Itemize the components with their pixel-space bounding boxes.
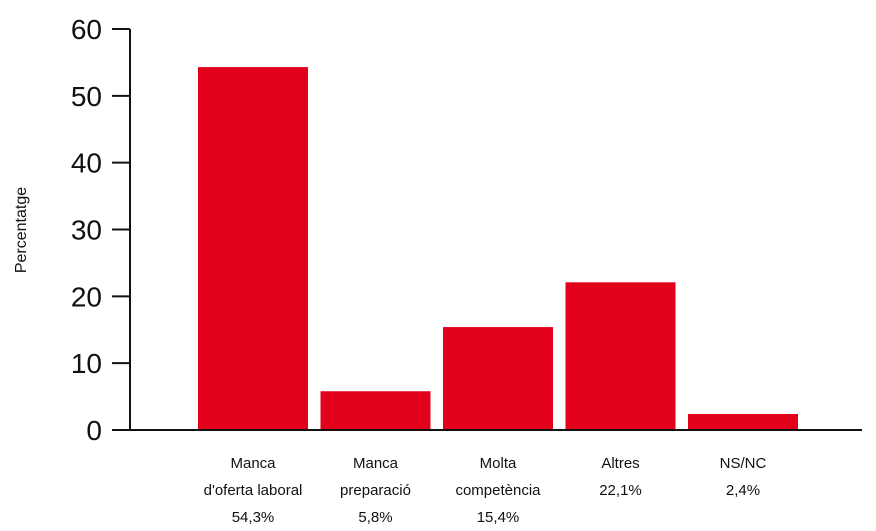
category-label-line: Manca bbox=[230, 455, 276, 472]
category-label: Molta competència 15,4% bbox=[455, 455, 541, 526]
bar bbox=[443, 327, 553, 430]
bar bbox=[565, 282, 676, 430]
y-tick-label: 30 bbox=[71, 215, 102, 246]
y-tick-label: 50 bbox=[71, 81, 102, 112]
y-axis-label: Percentatge bbox=[13, 187, 30, 273]
bar bbox=[198, 67, 308, 430]
category-label-line: 2,4% bbox=[726, 482, 760, 499]
category-label: Manca d'oferta laboral 54,3% bbox=[204, 455, 303, 526]
category-label-line: 54,3% bbox=[232, 509, 275, 526]
category-label-line: competència bbox=[455, 482, 541, 499]
category-label-line: NS/NC bbox=[720, 455, 767, 472]
category-label: NS/NC 2,4% bbox=[720, 455, 767, 499]
category-label: Manca preparació 5,8% bbox=[340, 455, 411, 526]
bars-group bbox=[198, 67, 798, 430]
category-label-line: Altres bbox=[601, 455, 639, 472]
y-tick-label: 20 bbox=[71, 281, 102, 312]
y-ticks-group: 0 10 20 30 40 50 60 bbox=[71, 14, 130, 446]
bar bbox=[688, 413, 798, 430]
bar bbox=[320, 391, 431, 430]
category-label-line: Manca bbox=[353, 455, 399, 472]
category-label-line: Molta bbox=[480, 455, 517, 472]
category-label-line: 22,1% bbox=[599, 482, 642, 499]
category-labels-group: Manca d'oferta laboral 54,3% Manca preparaci… bbox=[204, 455, 767, 526]
y-tick-label: 10 bbox=[71, 348, 102, 379]
y-tick-label: 60 bbox=[71, 14, 102, 45]
category-label-line: d'oferta laboral bbox=[204, 482, 303, 499]
category-label-line: preparació bbox=[340, 482, 411, 499]
y-tick-label: 0 bbox=[86, 415, 102, 446]
category-label: Altres 22,1% bbox=[599, 455, 642, 499]
category-label-line: 5,8% bbox=[358, 509, 392, 526]
y-tick-label: 40 bbox=[71, 148, 102, 179]
category-label-line: 15,4% bbox=[477, 509, 520, 526]
